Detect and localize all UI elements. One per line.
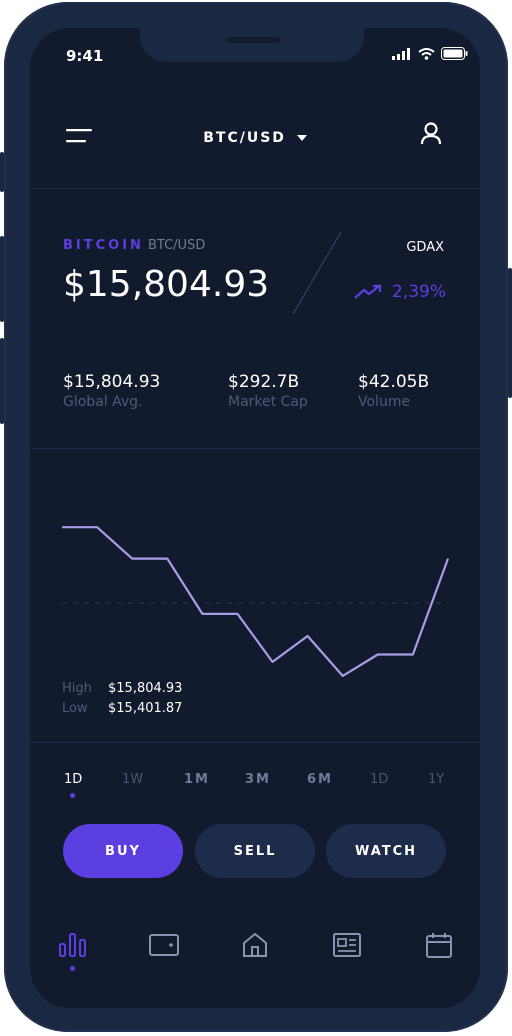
chevron-down-icon [296,135,307,141]
range-1m[interactable]: 1M [184,772,210,787]
stat-label: Volume [358,394,411,410]
menu-icon[interactable] [66,128,92,144]
chart-icon[interactable] [59,932,87,958]
home-icon[interactable] [242,932,268,958]
low-value: $15,401.87 [108,701,183,716]
current-price: $15,804.93 [63,264,270,305]
range-3m[interactable]: 3M [245,772,271,787]
chart-divider [30,742,480,743]
coin-pair: BTC/USD [148,238,206,253]
speaker [226,37,280,43]
volume-up-button [0,236,4,322]
app-screen: 9:41 BTC/USD BITCOIN [30,28,480,1008]
exchange-name: GDAX [406,240,444,255]
trending-up-icon [354,284,382,299]
range-1d[interactable]: 1D [64,772,83,787]
pair-selector-label: BTC/USD [203,130,286,146]
stat-value: $42.05B [358,372,430,392]
range-1d-alt[interactable]: 1D [370,772,389,787]
news-icon[interactable] [333,933,361,957]
notch [140,28,364,62]
price-change-value: 2,39% [391,282,446,302]
watch-button[interactable]: WATCH [326,824,446,878]
user-icon[interactable] [420,122,442,146]
price-change: 2,39% [354,282,446,302]
stat-label: Global Avg. [63,394,143,410]
status-time: 9:41 [66,47,104,65]
buy-button[interactable]: BUY [63,824,183,878]
calendar-icon[interactable] [426,932,452,958]
wallet-icon[interactable] [149,934,179,956]
stat-volume: $42.05B Volume [358,372,429,410]
sell-button[interactable]: SELL [195,824,315,878]
range-6m[interactable]: 6M [307,772,333,787]
app-header: BTC/USD [30,108,480,168]
coin-name: BITCOIN [63,238,144,253]
price-chart[interactable] [30,478,480,698]
range-1y[interactable]: 1Y [428,772,445,787]
header-divider [30,188,480,189]
high-label: High [62,681,92,696]
stat-global-avg: $15,804.93 Global Avg. [63,372,160,410]
price-series-line [62,526,450,677]
mute-switch [0,152,4,192]
stat-value: $15,804.93 [63,372,161,392]
signal-icon [392,47,410,60]
stat-market-cap: $292.7B Market Cap [228,372,308,410]
wifi-icon [418,47,435,60]
active-tab-indicator [70,966,75,971]
pair-selector[interactable]: BTC/USD [30,130,480,146]
range-1w[interactable]: 1W [122,772,144,787]
battery-icon [441,47,468,60]
status-icons [392,47,468,60]
high-value: $15,804.93 [108,681,183,696]
stats-divider [30,448,480,449]
stat-label: Market Cap [228,394,308,410]
stat-value: $292.7B [228,372,300,392]
power-button [508,268,512,398]
low-row: Low $15,401.87 [62,701,182,716]
volume-down-button [0,338,4,424]
tab-bar [30,928,480,978]
high-row: High $15,804.93 [62,681,182,696]
separator-line [292,231,342,315]
low-label: Low [62,701,88,716]
active-range-indicator [70,793,75,798]
